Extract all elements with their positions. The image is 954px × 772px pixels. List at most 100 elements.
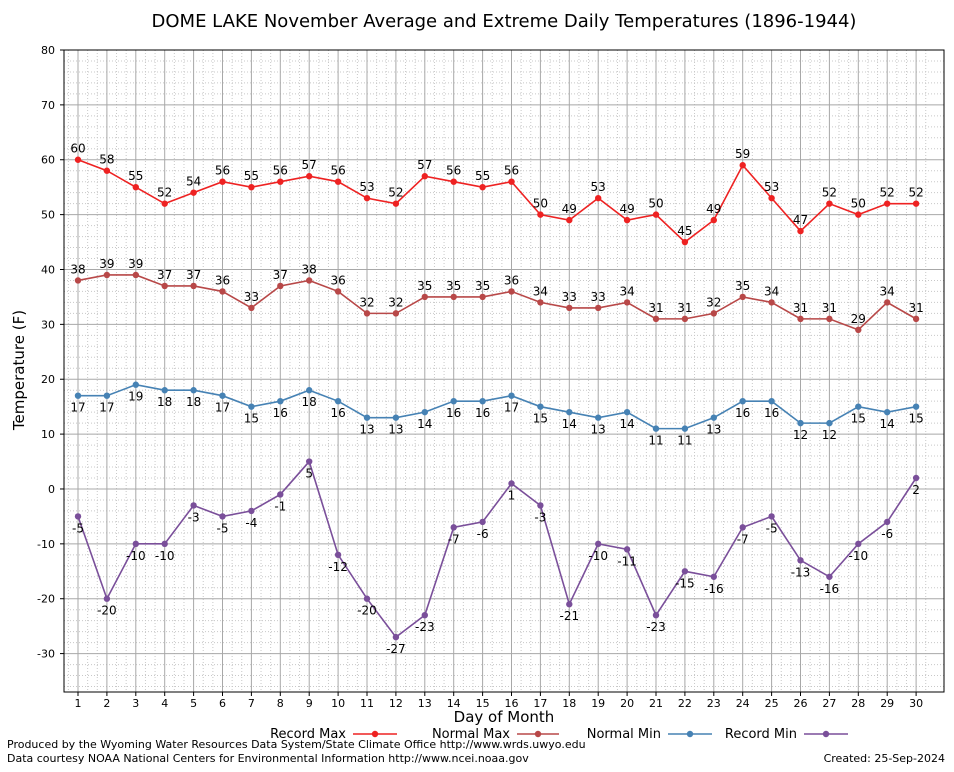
x-tick-label: 25 <box>765 697 779 710</box>
data-point-normal-min <box>826 419 833 427</box>
data-point-normal-max <box>797 315 804 323</box>
data-label-record-max: 55 <box>128 169 143 183</box>
data-label-normal-max: 31 <box>793 301 808 315</box>
data-point-normal-max <box>652 315 660 323</box>
data-label-record-max: 47 <box>793 213 808 227</box>
data-point-normal-min <box>479 397 486 405</box>
data-point-record-min <box>363 595 371 602</box>
footer-created-date: Created: 25-Sep-2024 <box>824 752 945 765</box>
data-point-normal-max <box>132 271 139 279</box>
data-point-record-max <box>623 216 631 224</box>
data-label-record-max: 56 <box>330 164 345 178</box>
data-label-record-max: 49 <box>562 202 577 216</box>
series-layer <box>74 156 920 641</box>
x-tick-label: 29 <box>880 697 894 710</box>
data-point-record-max <box>595 194 602 202</box>
data-point-record-min <box>392 633 400 641</box>
data-label-record-min: -6 <box>477 527 489 541</box>
data-label-normal-min: 11 <box>648 434 663 448</box>
data-label-normal-max: 36 <box>504 273 519 287</box>
data-label-normal-min: 11 <box>677 434 692 448</box>
data-point-normal-min <box>710 414 717 421</box>
data-label-record-min: -23 <box>415 620 435 634</box>
series-line-normal-max <box>77 274 917 331</box>
data-point-record-max <box>681 238 689 246</box>
data-label-record-max: 60 <box>70 142 85 156</box>
data-label-record-max: 45 <box>677 224 692 238</box>
data-label-record-max: 52 <box>157 186 172 200</box>
data-point-normal-min <box>768 397 775 405</box>
data-point-normal-max <box>219 288 226 295</box>
x-tick-label: 5 <box>190 697 197 710</box>
data-point-record-min <box>623 546 631 553</box>
data-label-normal-min: 14 <box>619 417 634 431</box>
x-tick-label: 18 <box>562 697 576 710</box>
data-label-normal-min: 15 <box>908 412 923 426</box>
x-tick-label: 3 <box>132 697 139 710</box>
data-point-normal-min <box>219 392 226 399</box>
legend-label-normal-min: Normal Min <box>587 727 661 742</box>
x-tick-label: 22 <box>678 697 692 710</box>
data-point-normal-max <box>508 288 515 295</box>
data-label-normal-max: 34 <box>533 284 548 298</box>
data-point-record-max <box>508 178 515 185</box>
data-point-normal-max <box>421 293 428 301</box>
x-tick-label: 7 <box>248 697 255 710</box>
data-label-record-max: 52 <box>388 186 403 200</box>
data-label-record-max: 55 <box>244 169 259 183</box>
data-label-record-max: 56 <box>446 164 461 178</box>
data-point-record-max <box>190 189 197 196</box>
data-point-record-max <box>826 200 833 207</box>
chart-title: DOME LAKE November Average and Extreme D… <box>152 11 857 32</box>
data-point-record-min <box>421 611 428 619</box>
data-label-record-min: -5 <box>72 521 84 535</box>
data-point-normal-min <box>161 387 168 394</box>
data-point-record-min <box>306 458 313 465</box>
data-label-record-max: 58 <box>99 153 114 167</box>
data-label-record-min: -20 <box>357 604 377 618</box>
data-point-record-max <box>363 194 371 202</box>
data-label-record-min: 2 <box>912 483 920 497</box>
data-point-normal-max <box>103 271 111 279</box>
data-point-normal-min <box>797 419 804 427</box>
data-label-normal-max: 35 <box>475 279 490 293</box>
x-tick-label: 28 <box>851 697 865 710</box>
x-tick-label: 12 <box>389 697 403 710</box>
x-tick-label: 21 <box>649 697 663 710</box>
legend-label-record-max: Record Max <box>270 727 346 742</box>
data-point-record-min <box>884 518 891 526</box>
data-point-normal-max <box>595 304 602 312</box>
series-line-record-max <box>77 158 917 244</box>
x-tick-label: 27 <box>822 697 836 710</box>
data-point-record-max <box>710 216 717 224</box>
data-label-record-max: 53 <box>591 180 606 194</box>
data-label-record-min: -27 <box>386 642 406 656</box>
x-tick-label: 23 <box>707 697 721 710</box>
data-point-record-min <box>681 568 689 575</box>
data-label-normal-max: 36 <box>330 273 345 287</box>
x-tick-label: 10 <box>331 697 345 710</box>
y-tick-label: 30 <box>41 318 55 331</box>
data-point-record-max <box>537 211 544 218</box>
data-label-record-max: 56 <box>504 164 519 178</box>
data-point-normal-min <box>855 403 862 410</box>
data-point-normal-max <box>623 299 631 306</box>
data-label-record-max: 49 <box>619 202 634 216</box>
data-label-normal-max: 37 <box>186 268 201 282</box>
data-label-record-max: 49 <box>706 202 721 216</box>
data-label-normal-min: 16 <box>735 406 750 420</box>
data-label-normal-max: 33 <box>562 290 577 304</box>
y-tick-label: 40 <box>41 263 55 276</box>
legend-marker-record-max <box>371 730 379 738</box>
x-tick-label: 26 <box>794 697 808 710</box>
data-label-normal-max: 32 <box>706 295 721 309</box>
data-label-record-max: 52 <box>822 186 837 200</box>
data-label-record-min: -1 <box>274 499 286 513</box>
data-label-record-min: -20 <box>97 604 117 618</box>
data-point-normal-min <box>392 414 400 421</box>
data-label-normal-min: 17 <box>99 401 114 415</box>
data-point-record-max <box>566 216 573 224</box>
y-tick-label: 10 <box>41 428 55 441</box>
data-label-record-min: -10 <box>588 549 608 563</box>
data-label-normal-min: 16 <box>764 406 779 420</box>
